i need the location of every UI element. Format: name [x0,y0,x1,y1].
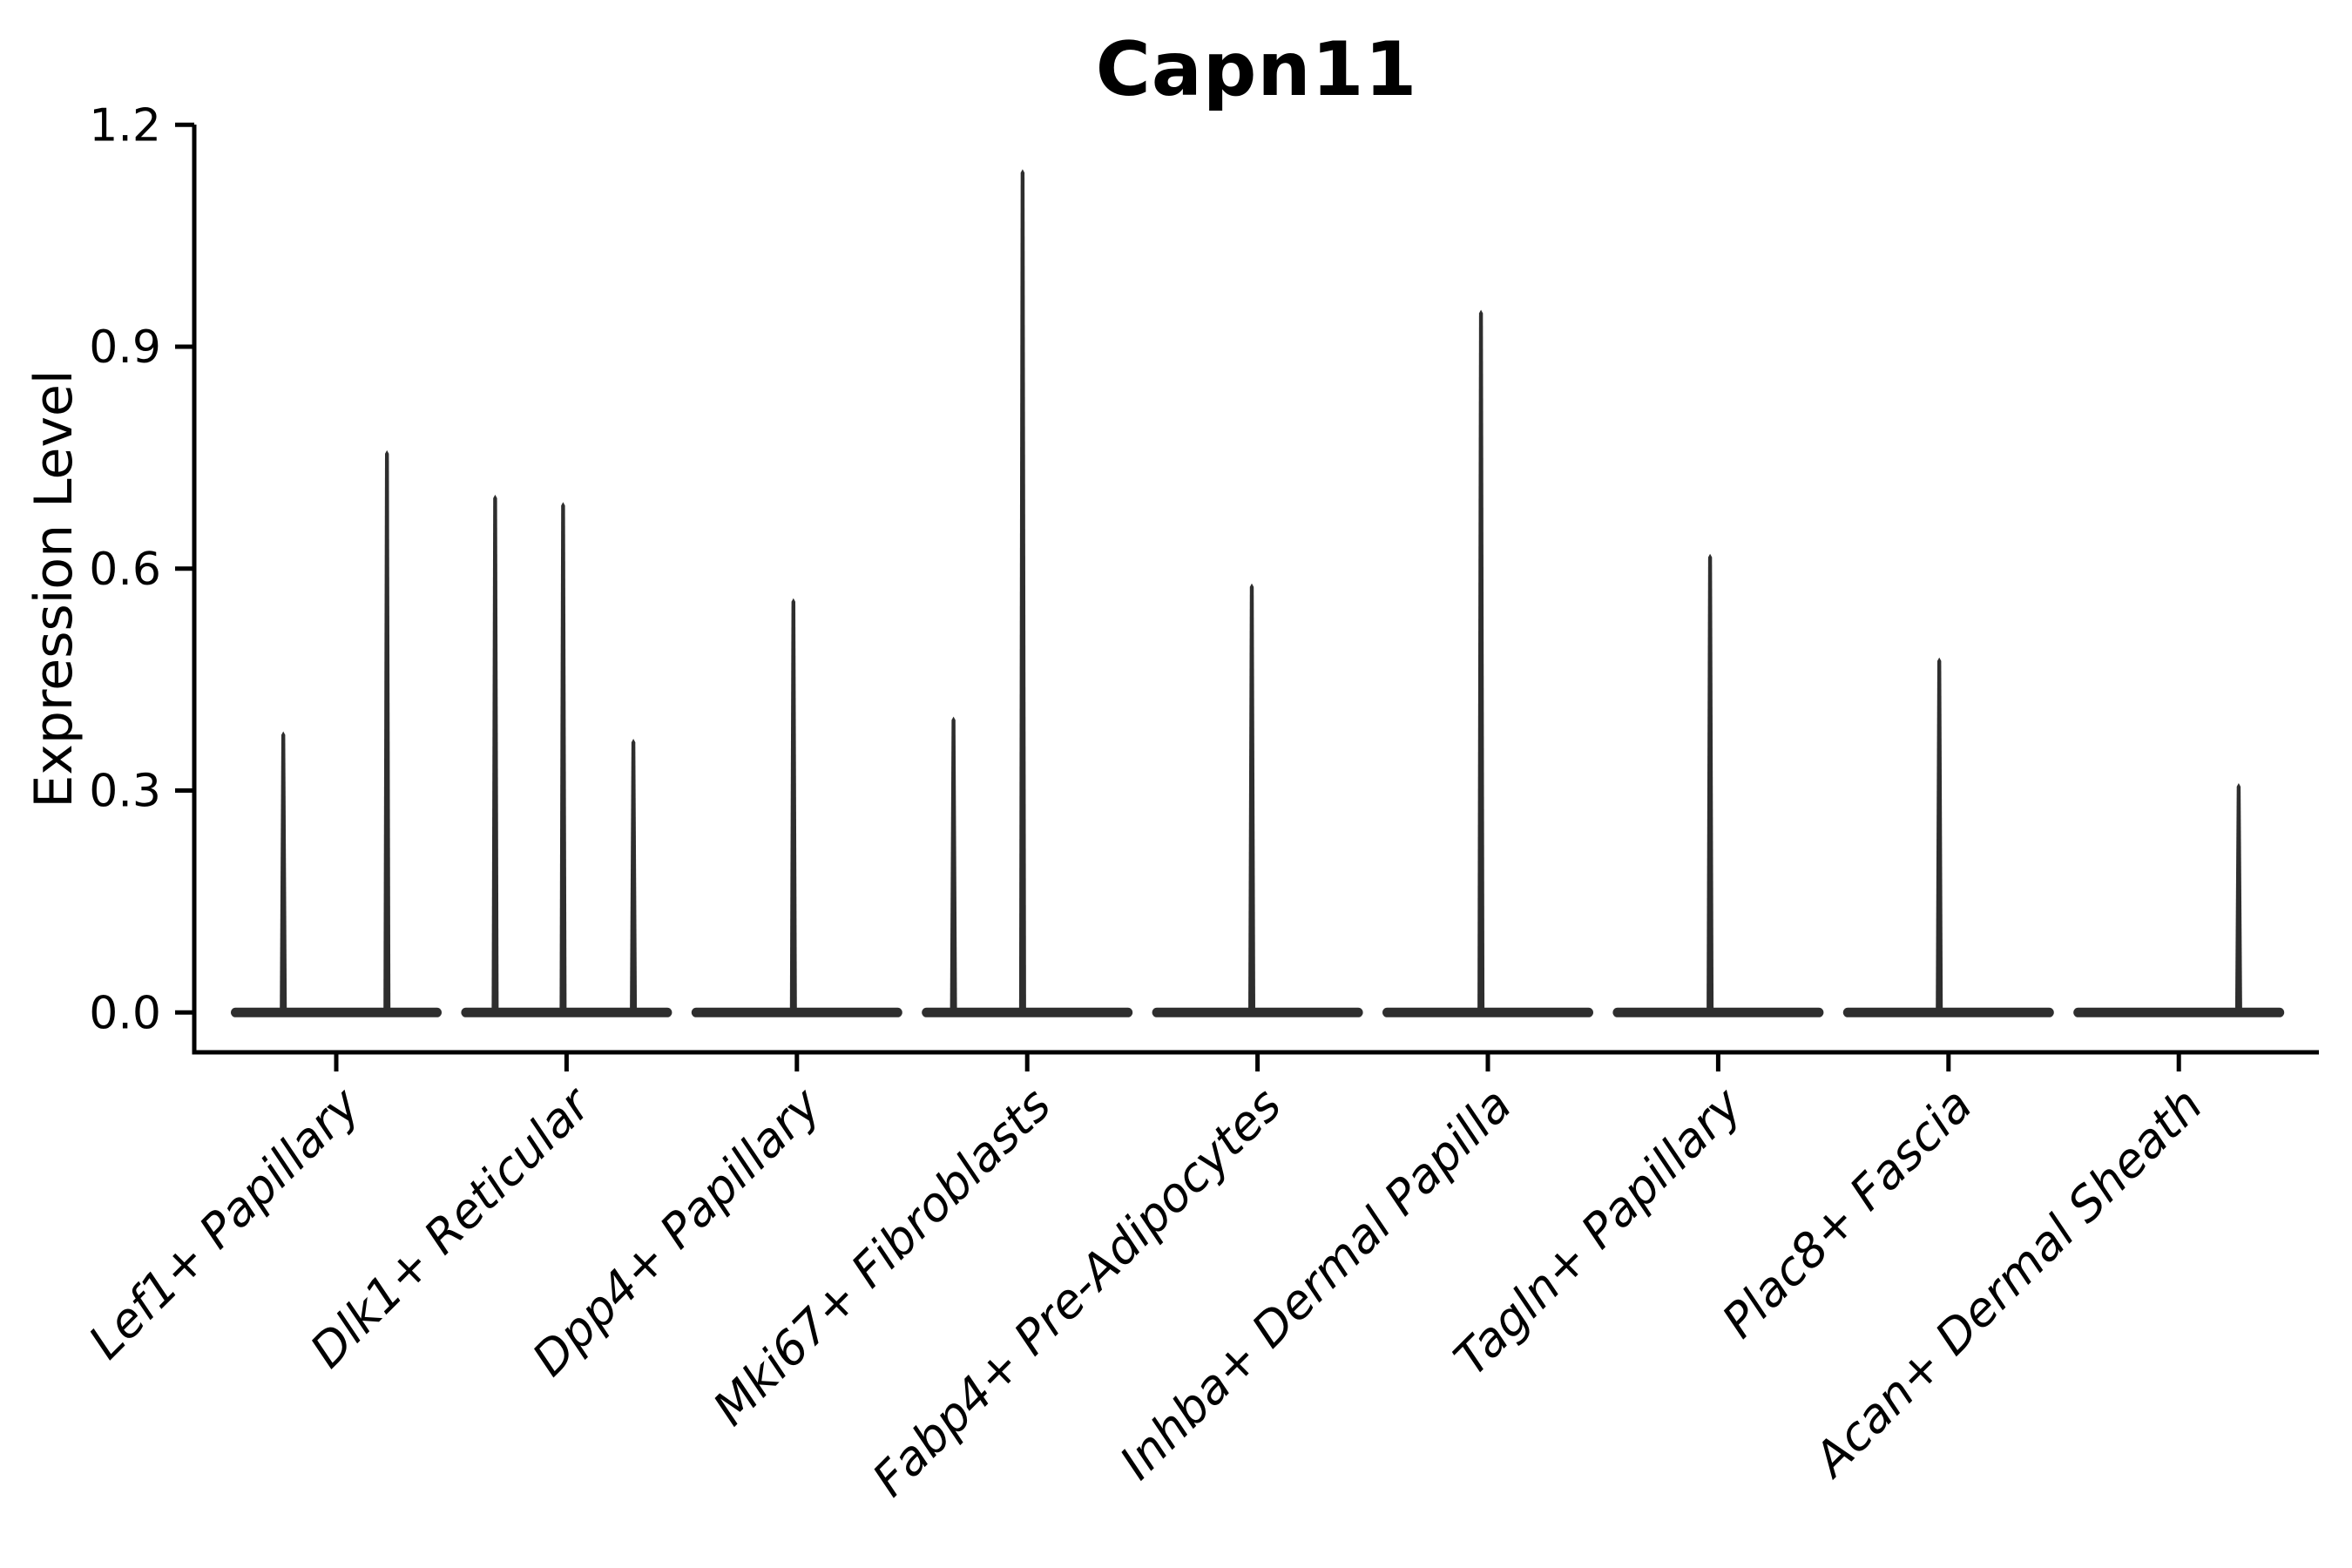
violin-spike [383,449,391,1011]
violin-body [922,1007,1133,1017]
violin-body [461,1007,672,1017]
violin-spike [1018,169,1026,1011]
x-tick-label: Inhba+ Dermal Papilla [1109,1078,1522,1490]
x-tick-label: Acan+ Dermal Sheath [1801,1078,2213,1489]
y-tick-label: 1.2 [89,99,161,152]
violin-body [231,1007,442,1017]
violin-body [1842,1007,2054,1017]
violin-body [1612,1007,1824,1017]
y-tick-label: 0.0 [89,987,161,1039]
x-tick-label: Plac8+ Fascia [1712,1078,1983,1348]
violin-spike [630,739,638,1011]
violin-spike [1936,657,1943,1011]
violin-body [2073,1007,2285,1017]
violin-body [1382,1007,1593,1017]
violin-body [1152,1007,1363,1017]
violin-spike [789,598,797,1011]
violin-body [691,1007,902,1017]
y-tick-label: 0.6 [89,544,161,596]
y-tick-label: 0.3 [89,766,161,818]
violin-spike [1707,553,1714,1011]
violin-spike [1248,583,1255,1011]
violin-spike [280,731,287,1011]
violin-spike [559,502,567,1011]
violin-spike [950,716,957,1011]
violin-spike [491,494,499,1011]
violin-spike [2234,783,2242,1011]
violin-spike [1477,309,1485,1011]
x-tick-label: Fabp4+ Pre-Adipocytes [862,1078,1291,1507]
chart-title: Capn11 [1095,26,1418,113]
y-tick-label: 0.9 [89,321,161,374]
